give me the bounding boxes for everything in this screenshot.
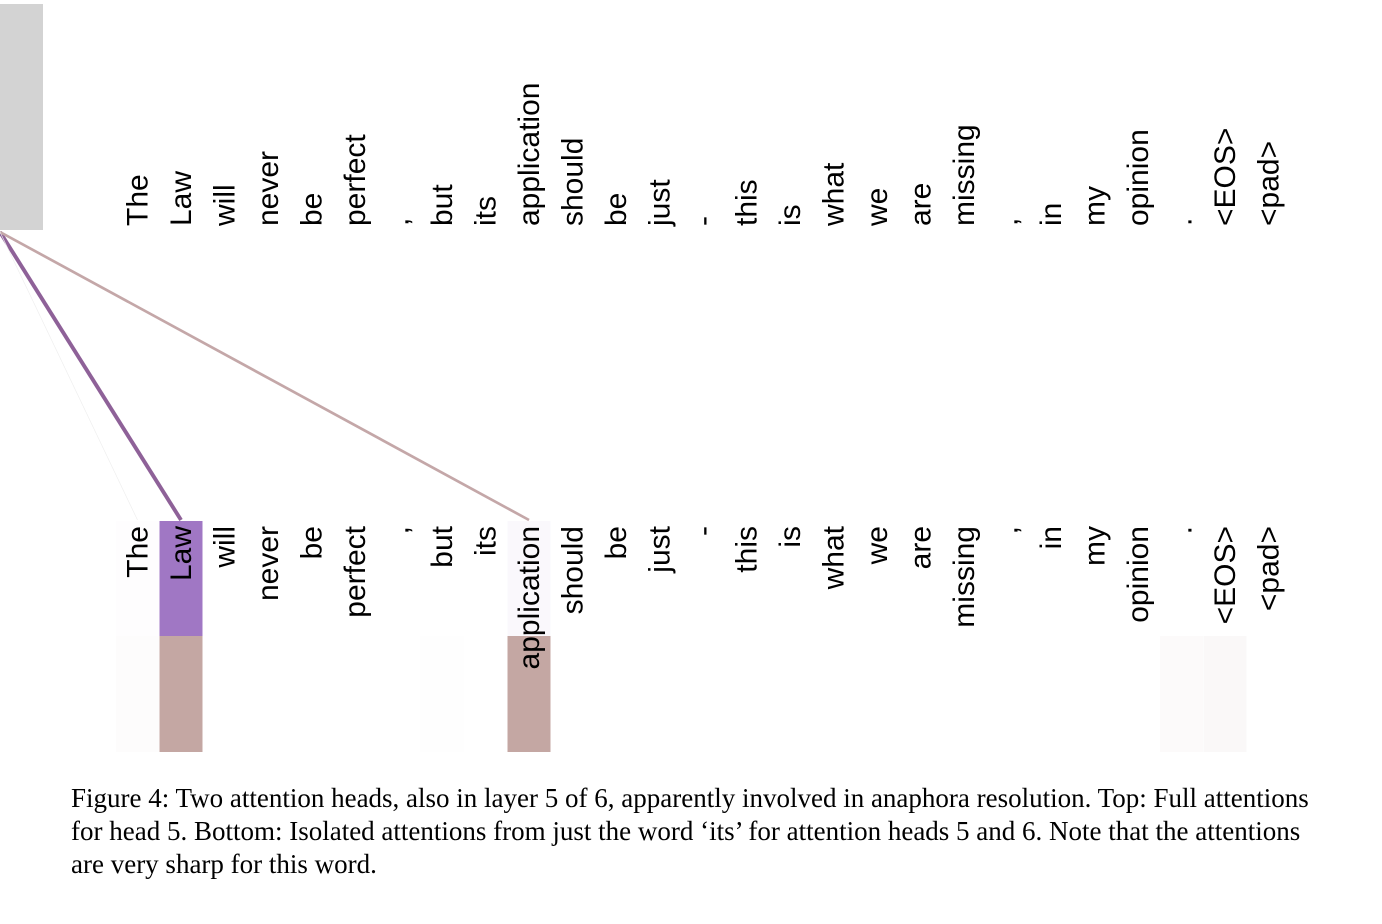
top-token-label: perfect bbox=[339, 134, 372, 226]
top-token-label: Law bbox=[165, 171, 198, 226]
head6-attention-bar bbox=[116, 636, 159, 752]
bottom-token-label: be bbox=[600, 526, 633, 559]
top-token-label: my bbox=[1079, 186, 1112, 226]
top-token-label: never bbox=[252, 151, 285, 226]
top-token-label: , bbox=[992, 218, 1025, 226]
top-token-label: The bbox=[122, 174, 155, 226]
bottom-token-label: - bbox=[687, 526, 720, 536]
bottom-token-label: never bbox=[252, 526, 285, 601]
bottom-token-label: be bbox=[296, 526, 329, 559]
head5-attention-bar bbox=[159, 521, 203, 636]
bottom-token-label: opinion bbox=[1122, 526, 1155, 623]
bottom-token-label: but bbox=[426, 525, 459, 567]
top-token-label: <EOS> bbox=[1209, 128, 1242, 226]
top-token-label: be bbox=[296, 193, 329, 226]
bottom-token-label: are bbox=[905, 526, 938, 569]
bottom-token-label: <EOS> bbox=[1209, 526, 1242, 624]
head6-attention-bar bbox=[1160, 636, 1203, 752]
top-token-label: <pad> bbox=[1253, 141, 1286, 226]
bottom-token-label: my bbox=[1079, 526, 1112, 566]
bottom-token-label: just bbox=[644, 525, 677, 573]
bottom-token-label: Law bbox=[165, 526, 198, 581]
bottom-token-label: in bbox=[1035, 526, 1068, 549]
top-token-label: we bbox=[861, 188, 894, 227]
top-token-label: . bbox=[1166, 218, 1199, 226]
figure-caption: Figure 4: Two attention heads, also in l… bbox=[71, 783, 1309, 879]
bottom-token-label: The bbox=[122, 526, 155, 578]
bottom-token-label: what bbox=[818, 525, 851, 590]
bottom-token-label: application bbox=[513, 526, 546, 669]
top-token-label: but bbox=[426, 184, 459, 226]
bottom-token-label: we bbox=[861, 526, 894, 565]
bottom-token-label: should bbox=[557, 526, 590, 614]
bottom-token-label: this bbox=[731, 526, 764, 573]
bottom-token-label: . bbox=[1166, 526, 1199, 534]
head6-attention-bar bbox=[1203, 636, 1247, 752]
bottom-token-label: perfect bbox=[339, 525, 372, 617]
bottom-token-label: is bbox=[774, 526, 807, 548]
attention-line bbox=[0, 230, 183, 522]
bottom-token-label: its bbox=[470, 526, 503, 556]
head6-attention-bar bbox=[159, 636, 203, 752]
top-token-label: missing bbox=[948, 124, 981, 226]
top-token-label: will bbox=[209, 184, 242, 227]
top-token-label: should bbox=[557, 138, 590, 226]
bottom-token-label: will bbox=[209, 526, 242, 569]
bottom-token-label: , bbox=[383, 526, 416, 534]
top-token-label: in bbox=[1035, 203, 1068, 226]
top-token-label: is bbox=[774, 204, 807, 226]
bottom-token-label: <pad> bbox=[1253, 526, 1286, 611]
attention-line bbox=[0, 231, 138, 521]
bottom-token-label: missing bbox=[948, 526, 981, 628]
top-token-label: just bbox=[644, 179, 677, 227]
top-token-label: opinion bbox=[1122, 129, 1155, 226]
top-token-label: its bbox=[470, 196, 503, 226]
bottom-token-label: , bbox=[992, 526, 1025, 534]
head5-attention-bar bbox=[507, 521, 551, 636]
head6-attention-bar bbox=[421, 636, 464, 752]
top-token-label: this bbox=[731, 179, 764, 226]
query-token-highlight bbox=[0, 4, 43, 230]
attention-visualization: The Law will never be perfect, but its applicati… bbox=[0, 4, 1286, 752]
top-token-label: are bbox=[905, 183, 938, 226]
top-token-label: be bbox=[600, 193, 633, 226]
attention-line bbox=[0, 230, 530, 522]
top-token-label: what bbox=[818, 162, 851, 227]
top-token-label: - bbox=[687, 216, 720, 226]
top-token-label: application bbox=[513, 83, 546, 226]
top-token-label: , bbox=[383, 218, 416, 226]
head6-attention-bar bbox=[507, 636, 551, 752]
